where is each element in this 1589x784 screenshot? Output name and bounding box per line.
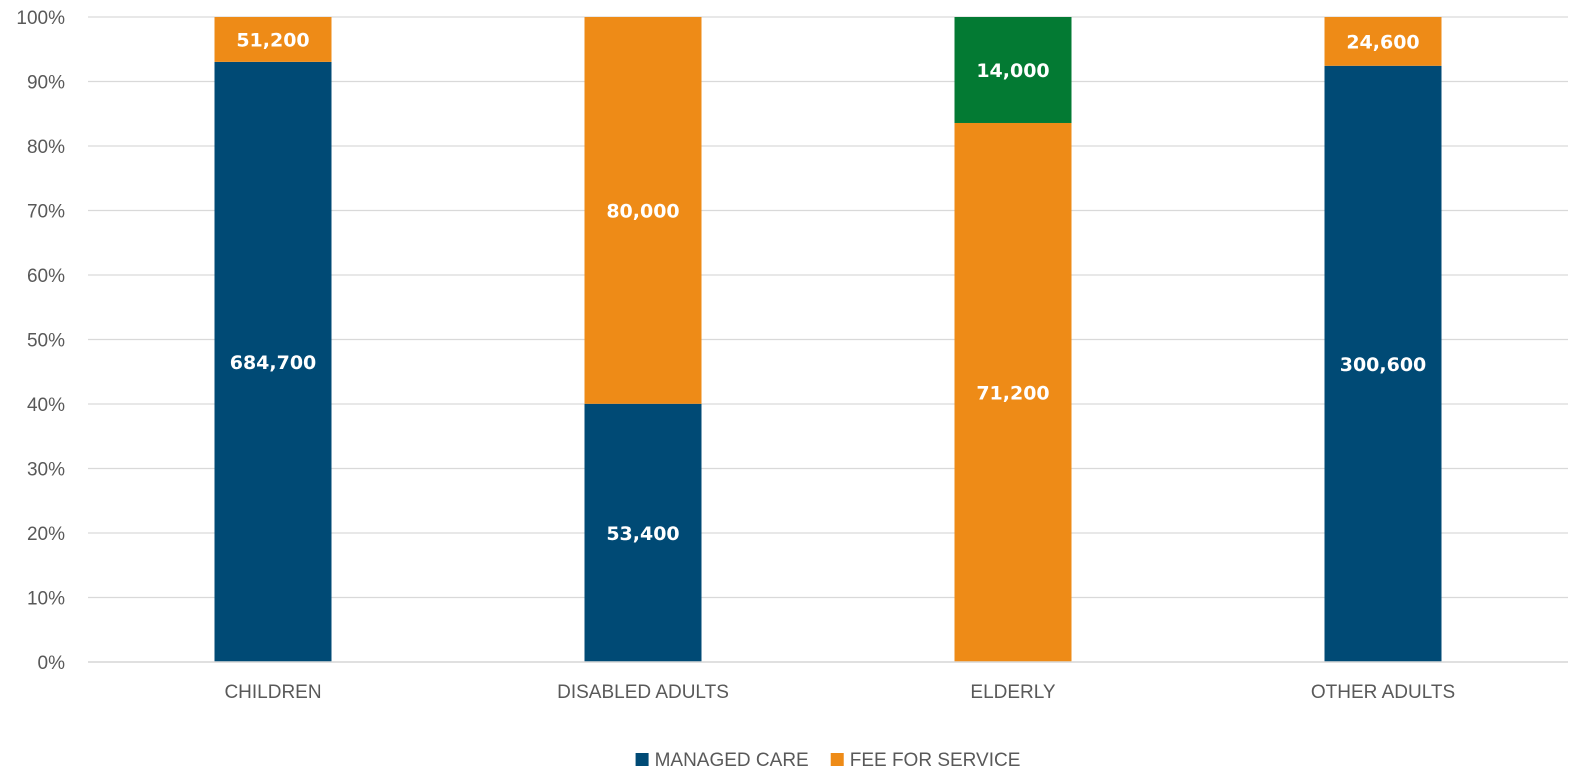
- bar-segment: [214, 61, 332, 662]
- y-tick-label: 60%: [27, 266, 65, 287]
- y-tick-label: 20%: [27, 524, 65, 545]
- x-category-label: OTHER ADULTS: [1311, 682, 1455, 703]
- y-tick-label: 50%: [27, 331, 65, 352]
- bar-segment: [954, 122, 1072, 663]
- legend-swatch: [635, 753, 649, 766]
- bar-segment: [954, 17, 1072, 123]
- x-category-label: CHILDREN: [224, 682, 321, 703]
- x-category-label: DISABLED ADULTS: [557, 682, 729, 703]
- legend-swatch: [830, 753, 844, 766]
- y-tick-label: 90%: [27, 73, 65, 94]
- bars: 684,700 51,200 53,400 80,000 71,200 14,000 300…: [214, 17, 1442, 663]
- gridlines: [88, 16, 1568, 663]
- data-label: 71,200: [976, 382, 1049, 404]
- data-label: 14,000: [976, 60, 1049, 82]
- bar-segment: [584, 17, 702, 404]
- y-tick-label: 80%: [27, 137, 65, 158]
- data-label: 300,600: [1340, 354, 1427, 376]
- legend-item: FEE FOR SERVICE: [830, 750, 1021, 771]
- data-label: 24,600: [1346, 31, 1419, 53]
- y-tick-label: 40%: [27, 395, 65, 416]
- y-tick-label: 0%: [38, 653, 66, 674]
- data-label: 80,000: [606, 200, 679, 222]
- legend-item: MANAGED CARE: [635, 750, 809, 771]
- data-label: 51,200: [236, 29, 309, 51]
- y-tick-label: 100%: [16, 8, 65, 29]
- y-tick-label: 30%: [27, 460, 65, 481]
- y-axis: 0% 10% 20% 30% 40% 50% 60% 70% 80% 90% 100%: [16, 8, 65, 674]
- bar-segment: [214, 17, 332, 62]
- data-label: 53,400: [606, 523, 679, 545]
- y-tick-label: 70%: [27, 202, 65, 223]
- legend-label: MANAGED CARE: [655, 750, 809, 771]
- x-category-label: ELDERLY: [970, 682, 1056, 703]
- bar-segment: [584, 403, 702, 662]
- legend: MANAGED CARE FEE FOR SERVICE: [635, 750, 1021, 771]
- bar-segment: [1324, 17, 1442, 66]
- bar-segment: [1324, 65, 1442, 663]
- y-tick-label: 10%: [27, 589, 65, 610]
- x-axis: CHILDREN DISABLED ADULTS ELDERLY OTHER ADUL…: [88, 661, 1568, 703]
- data-label: 684,700: [230, 352, 317, 374]
- legend-label: FEE FOR SERVICE: [850, 750, 1021, 771]
